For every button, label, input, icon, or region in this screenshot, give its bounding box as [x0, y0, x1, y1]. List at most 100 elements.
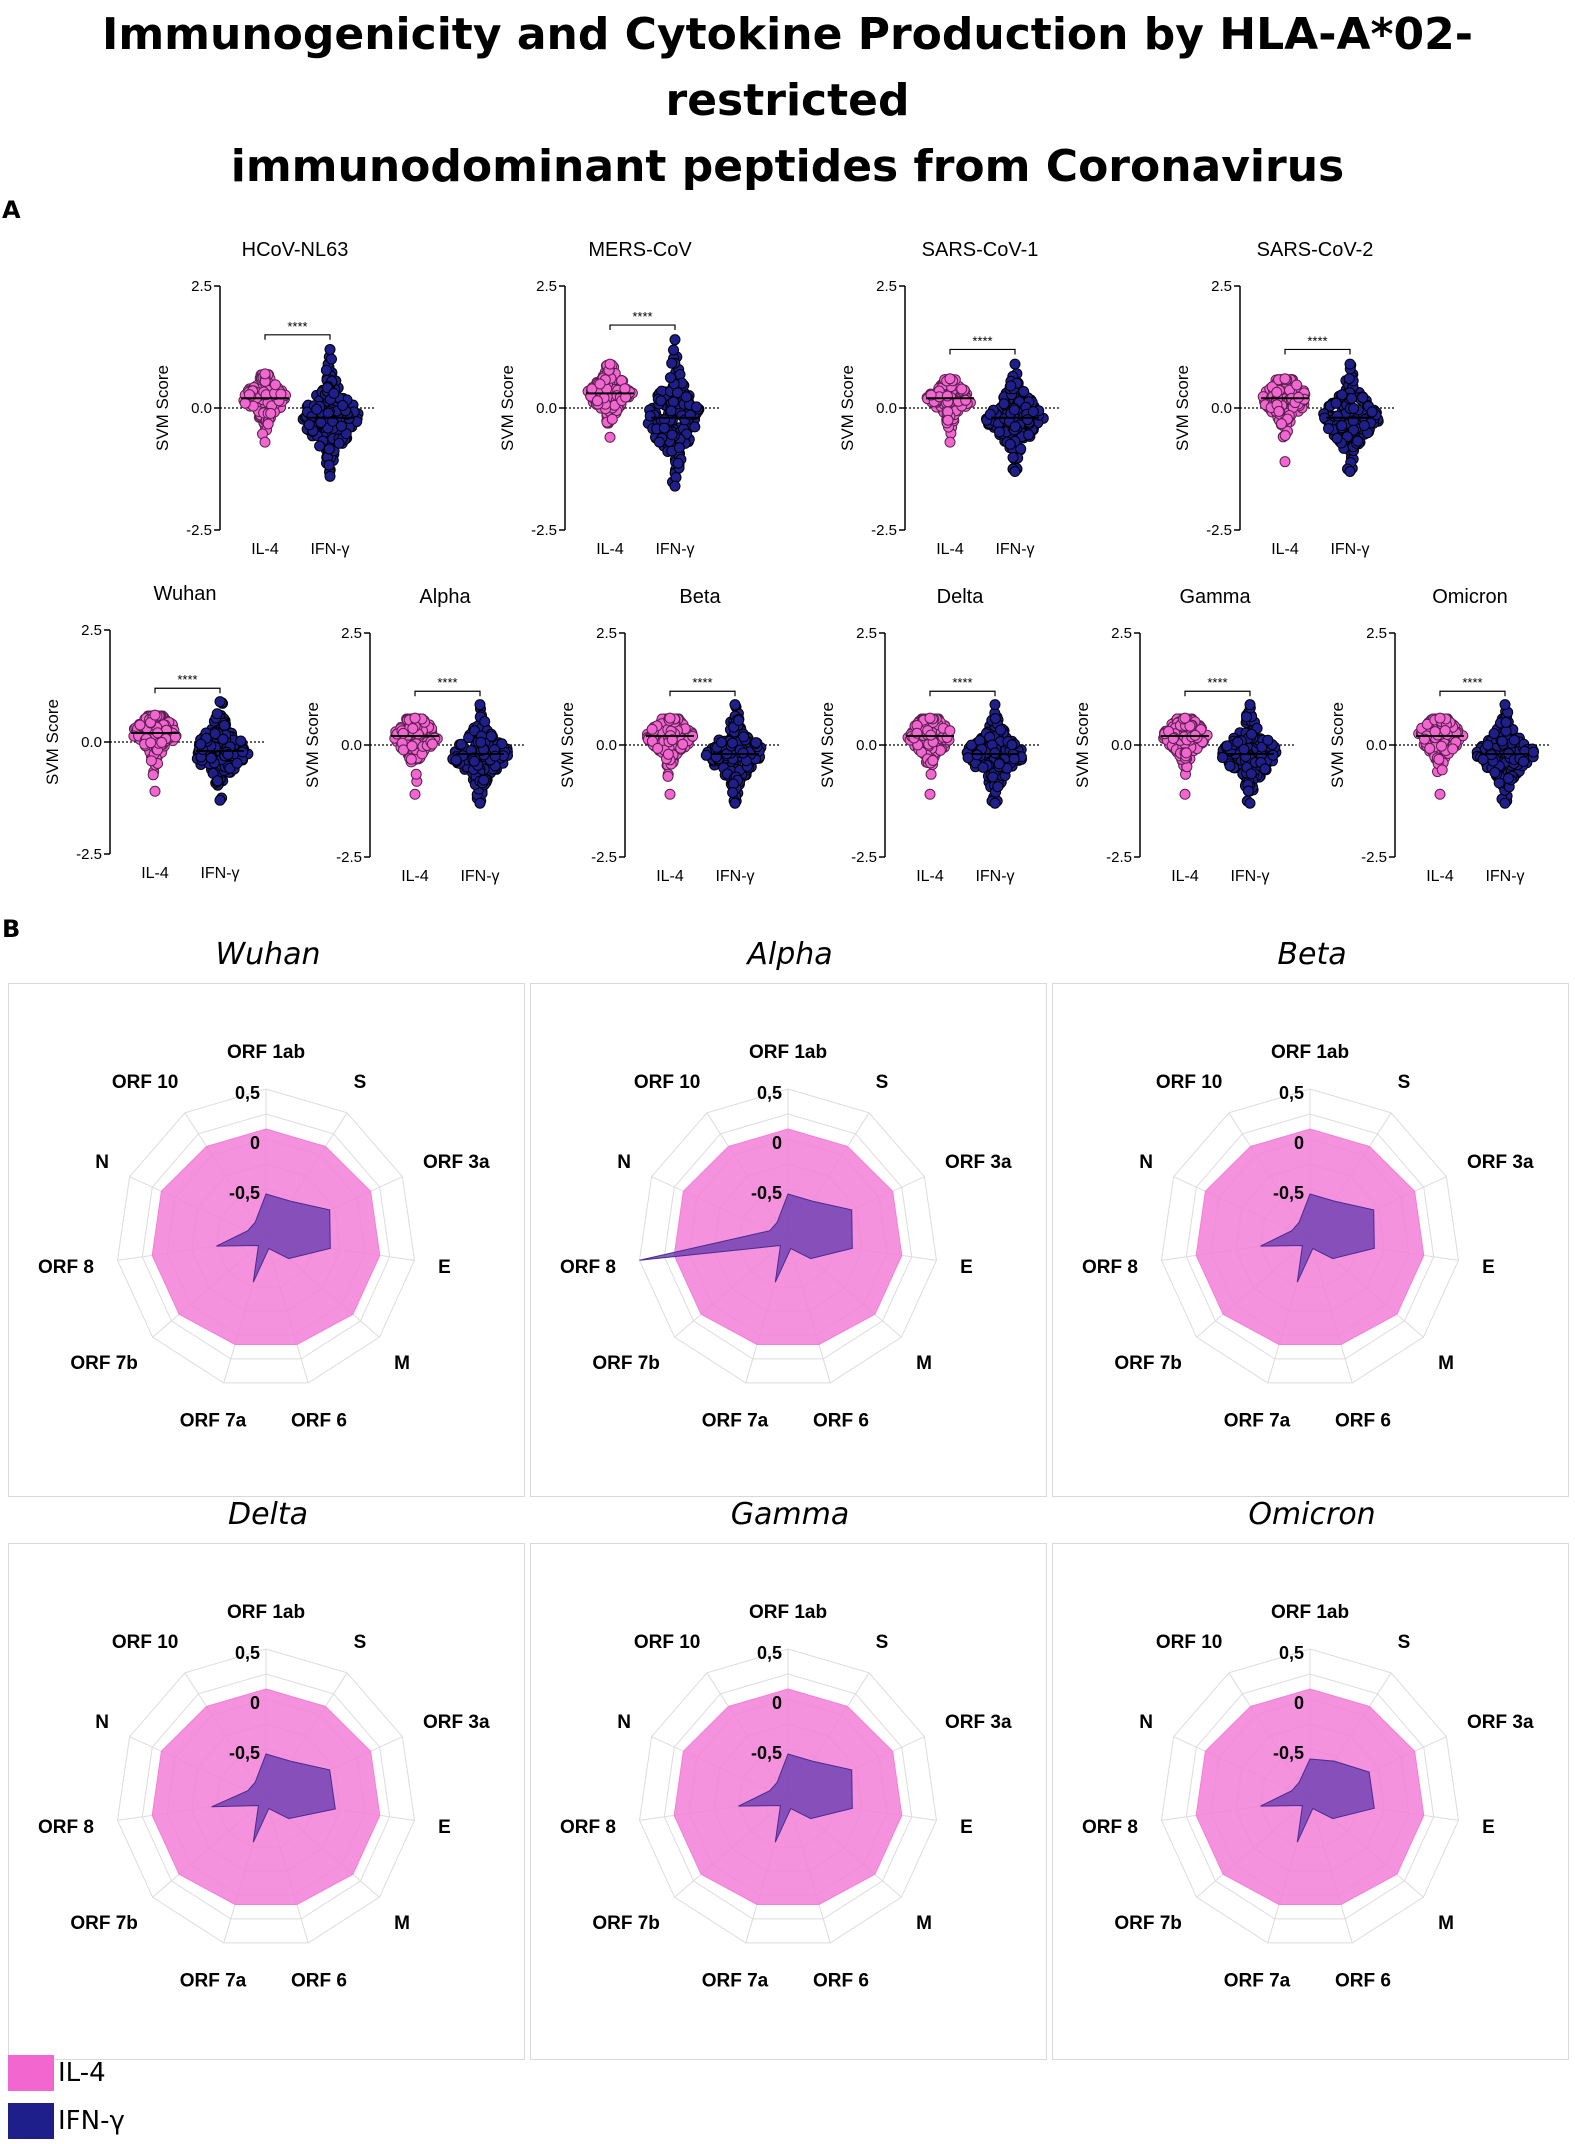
ifn-dot-min: [989, 797, 1001, 809]
ifn-dot: [1008, 404, 1020, 416]
ifn-dot: [323, 459, 335, 471]
y-tick-label: 0.0: [536, 400, 557, 417]
radar-grid-ring: [1185, 1673, 1435, 1920]
il4-dot: [925, 768, 937, 780]
radar-axis-label: M: [394, 1353, 410, 1374]
il4-dot-min: [409, 788, 421, 800]
ifn-dot: [1331, 432, 1343, 444]
ifn-dot: [195, 738, 207, 750]
violin-plot-sars-cov-2: SARS-CoV-2 2.5 0.0 -2.5 SVM Score IL-4 IFN-γ **…: [1173, 239, 1395, 558]
il4-dots: [238, 368, 291, 448]
il4-dots: [642, 712, 699, 800]
x-label-ifn: IFN-γ: [1330, 541, 1369, 558]
ifn-dot: [989, 713, 1001, 724]
il4-dot-min: [1179, 788, 1191, 800]
ifn-dot: [716, 736, 727, 748]
radar-axis-label: ORF 1ab: [227, 1602, 305, 1623]
il4-dot: [1436, 764, 1448, 776]
y-tick-label: 0.0: [1366, 737, 1387, 754]
legend-ifn-swatch: [8, 2103, 54, 2139]
ifn-dot: [689, 421, 701, 433]
ifn-dot: [217, 733, 229, 745]
il4-dot: [942, 414, 954, 426]
y-tick-label: 0.0: [1211, 400, 1232, 417]
ifn-dot: [1009, 421, 1021, 433]
radar-axis-label: ORF 10: [112, 1072, 179, 1093]
il4-dot: [652, 742, 664, 754]
y-tick-label: -2.5: [1361, 849, 1387, 866]
plot-title: Omicron: [1432, 586, 1508, 608]
ifn-dot: [1330, 397, 1342, 409]
y-axis-label: SVM Score: [1073, 702, 1092, 788]
il4-dot: [1279, 430, 1291, 441]
radar-axis-label: ORF 6: [291, 1410, 347, 1431]
radar-axis-label: ORF 7b: [70, 1913, 138, 1934]
ifn-dots: [700, 699, 767, 809]
il4-dot-min: [664, 788, 676, 800]
ifn-dot: [1489, 767, 1501, 778]
ifn-dot: [664, 372, 676, 384]
radar-tick-label: 0,5: [235, 1643, 260, 1663]
radar-axis-label: S: [354, 1072, 367, 1093]
y-tick-label: 0.0: [596, 737, 617, 754]
il4-dot: [960, 394, 972, 406]
radar-axis-label: ORF 8: [560, 1257, 616, 1278]
ifn-dots: [961, 699, 1028, 809]
radar-title: Gamma: [730, 1497, 850, 1532]
radar-axis-label: E: [438, 1817, 451, 1838]
radar-axis-label: ORF 10: [1156, 1072, 1223, 1093]
significance-bracket: [929, 690, 996, 697]
radar-axis-label: ORF 7a: [180, 1410, 247, 1431]
il4-dot-max: [1434, 712, 1446, 724]
ifn-dot-min: [474, 797, 486, 809]
y-tick-label: 2.5: [596, 625, 617, 642]
y-tick-label: 2.5: [876, 278, 897, 295]
ifn-dot: [644, 410, 656, 422]
ifn-dot: [1224, 760, 1236, 772]
il4-dot-min: [604, 431, 616, 443]
radar-axis-label: ORF 3a: [1467, 1712, 1534, 1733]
radar-axis-label: N: [95, 1712, 109, 1733]
x-label-ifn: IFN-γ: [995, 541, 1034, 558]
il4-dot: [147, 769, 159, 781]
radar-axis-label: M: [1438, 1913, 1454, 1934]
ifn-dot: [680, 391, 692, 403]
ifn-dot: [335, 420, 347, 432]
il4-dots: [128, 709, 182, 797]
y-axis-label: SVM Score: [558, 702, 577, 788]
y-tick-label: 2.5: [191, 278, 212, 295]
y-tick-label: -2.5: [76, 846, 102, 863]
plot-title: Beta: [679, 586, 721, 608]
ifn-dot: [235, 735, 247, 747]
ifn-dot: [727, 787, 739, 798]
ifn-dot-max: [669, 334, 681, 346]
ifn-dot-max: [214, 696, 226, 708]
y-tick-label: 2.5: [536, 278, 557, 295]
ifn-dot: [485, 730, 497, 742]
ifn-dot: [1004, 438, 1016, 450]
radar-axis-label: M: [1438, 1353, 1454, 1374]
il4-dots: [902, 712, 956, 800]
radar-axis-label: ORF 10: [112, 1632, 179, 1653]
violin-plot-delta: Delta 2.5 0.0 -2.5 SVM Score IL-4 IFN-γ ****: [818, 586, 1040, 885]
ifn-dot: [475, 736, 487, 748]
il4-dot: [145, 755, 157, 767]
radar-axis-label: M: [916, 1913, 932, 1934]
il4-dot-max: [1279, 373, 1291, 385]
ifn-dot: [998, 398, 1010, 410]
ifn-dot: [653, 436, 665, 448]
x-label-il4: IL-4: [936, 541, 964, 558]
violin-plot-alpha: Alpha 2.5 0.0 -2.5 SVM Score IL-4 IFN-γ ****: [303, 586, 525, 885]
y-axis-label: SVM Score: [1173, 365, 1192, 451]
significance-stars: ****: [972, 333, 992, 348]
ifn-dot: [673, 442, 685, 454]
y-tick-label: 2.5: [81, 622, 102, 639]
y-tick-label: 0.0: [341, 737, 362, 754]
ifn-dot: [993, 426, 1005, 438]
y-tick-label: -2.5: [1106, 849, 1132, 866]
ifn-dots: [297, 343, 364, 482]
radar-axis-label: ORF 6: [813, 1970, 869, 1991]
x-label-il4: IL-4: [1171, 868, 1199, 885]
ifn-dot: [496, 738, 508, 750]
radar-axis-label: ORF 8: [38, 1257, 94, 1278]
